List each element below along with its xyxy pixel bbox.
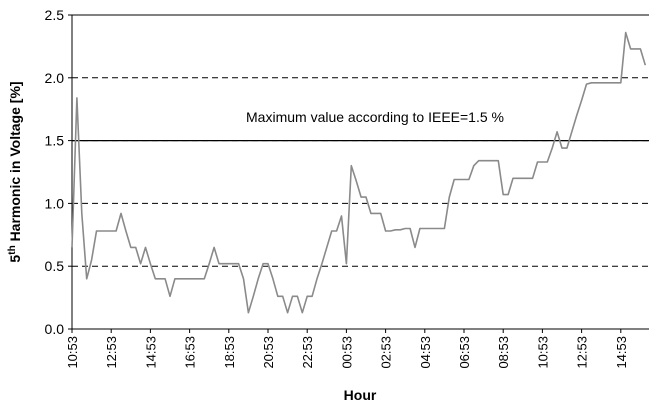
- data-line: [71, 31, 647, 314]
- y-tick-label: 0.5: [45, 258, 65, 274]
- y-tick-label: 2.0: [45, 70, 65, 86]
- x-tick-label: 22:53: [300, 336, 315, 369]
- x-tick-label: 02:53: [379, 336, 394, 369]
- y-label-part: Harmonic in Voltage [%]: [7, 81, 23, 245]
- annotation: Maximum value according to IEEE=1.5 %: [246, 109, 504, 125]
- x-tick-label: 00:53: [339, 336, 354, 369]
- x-tick-label: 12:53: [104, 336, 119, 369]
- y-tick-label: 1.5: [45, 133, 65, 149]
- x-tick-label: 20:53: [261, 336, 276, 369]
- x-tick-label: 18:53: [222, 336, 237, 369]
- y-tick-label: 2.5: [45, 7, 65, 23]
- y-tick-label: 1.0: [45, 195, 65, 211]
- x-axis-label: Hour: [344, 387, 377, 403]
- x-tick-label: 14:53: [614, 336, 629, 369]
- x-tick-label: 16:53: [183, 336, 198, 369]
- x-tick-label: 14:53: [143, 336, 158, 369]
- x-tick-label: 10:53: [65, 336, 80, 369]
- y-label-sup: th: [7, 245, 18, 254]
- x-tick-label: 08:53: [496, 336, 511, 369]
- y-tick-label: 0.0: [45, 321, 65, 337]
- x-tick-label: 04:53: [418, 336, 433, 369]
- y-label-part: 5: [7, 255, 23, 263]
- x-tick-label: 12:53: [575, 336, 590, 369]
- y-axis-label: 5th Harmonic in Voltage [%]: [7, 81, 23, 262]
- x-tick-label: 06:53: [457, 336, 472, 369]
- x-tick-label: 10:53: [535, 336, 550, 369]
